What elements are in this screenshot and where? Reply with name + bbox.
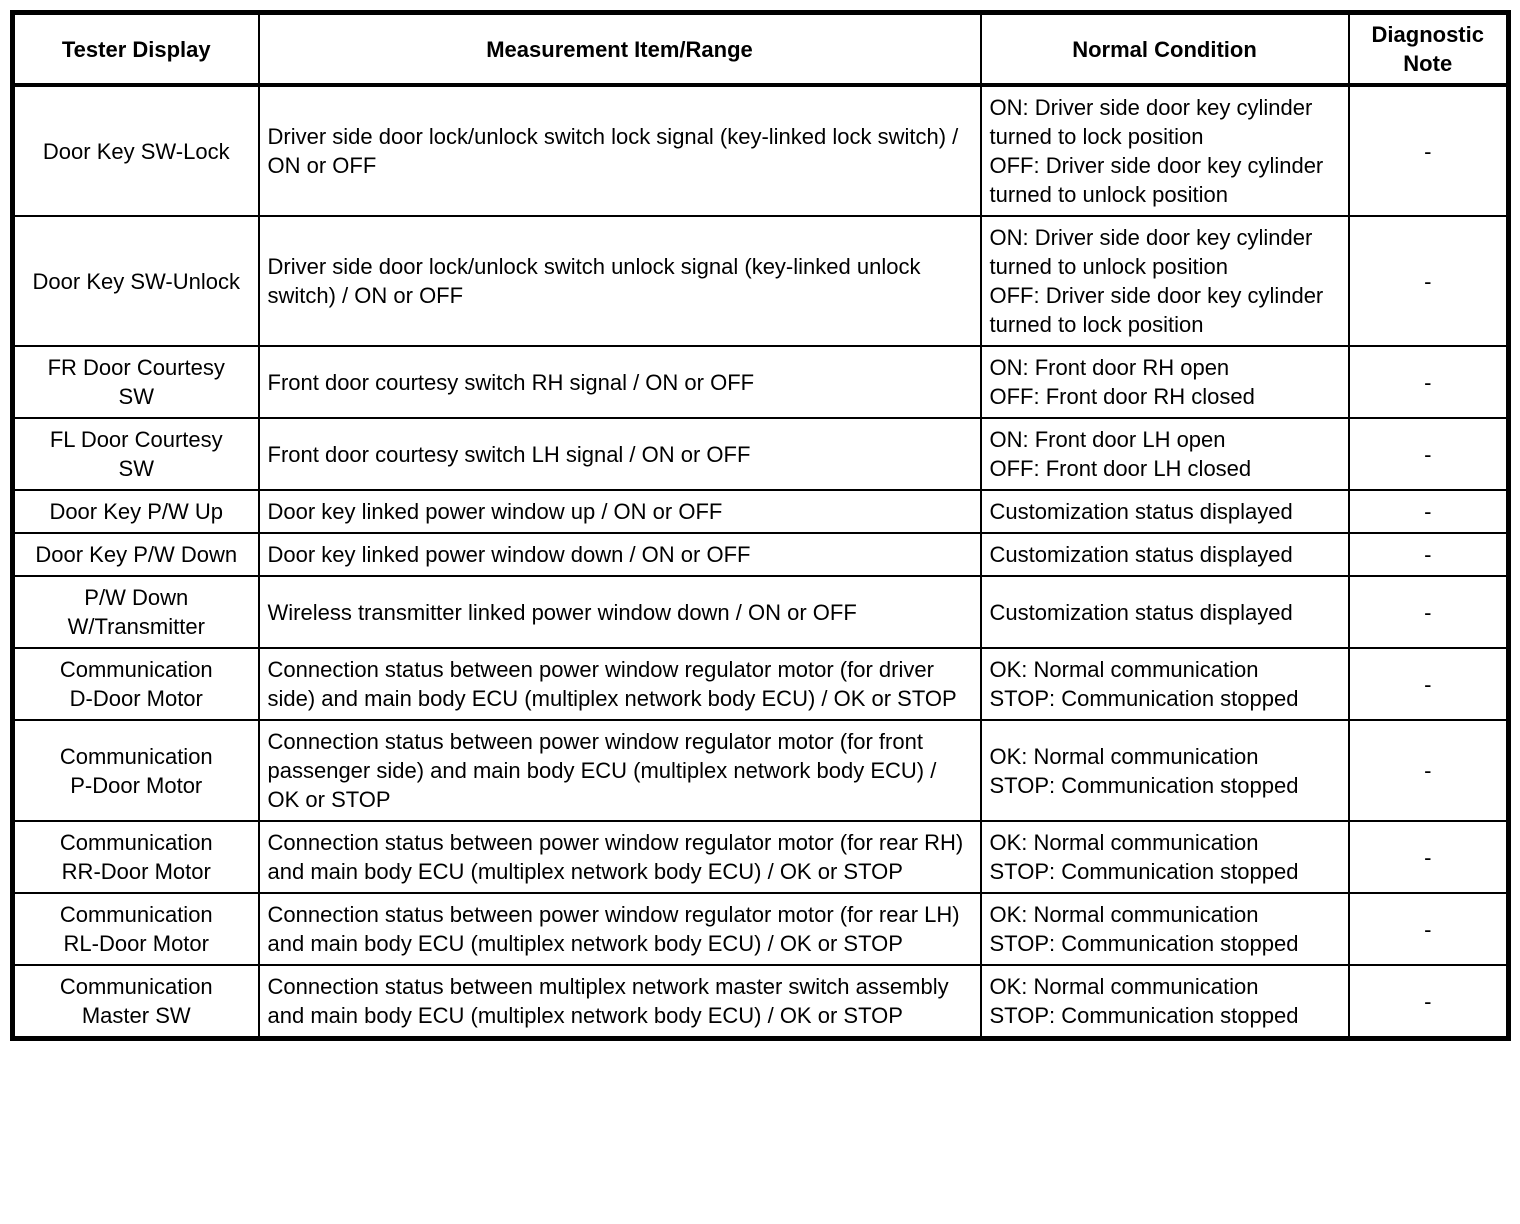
diagnostic-note-cell: -	[1347, 820, 1510, 894]
table-row: Communication RL-Door Motor Connection s…	[11, 892, 1510, 966]
normal-condition-cell: OK: Normal communication STOP: Communica…	[979, 820, 1350, 894]
diagnostic-note-cell: -	[1347, 532, 1510, 577]
measurement-cell: Driver side door lock/unlock switch unlo…	[257, 215, 982, 347]
tester-display-cell: Communication D-Door Motor	[11, 647, 260, 721]
tester-display-cell: P/W Down W/Transmitter	[11, 575, 260, 649]
diagnostic-note-cell: -	[1347, 575, 1510, 649]
tester-display-cell: FR Door Courtesy SW	[11, 345, 260, 419]
normal-condition-cell: Customization status displayed	[979, 532, 1350, 577]
table-row: Communication RR-Door Motor Connection s…	[11, 820, 1510, 894]
normal-condition-cell: ON: Front door RH open OFF: Front door R…	[979, 345, 1350, 419]
measurement-cell: Wireless transmitter linked power window…	[257, 575, 982, 649]
column-header-tester-display: Tester Display	[11, 11, 260, 87]
measurement-cell: Door key linked power window up / ON or …	[257, 489, 982, 534]
tester-display-cell: Communication RR-Door Motor	[11, 820, 260, 894]
diagnostic-note-cell: -	[1347, 215, 1510, 347]
diagnostic-note-cell: -	[1347, 892, 1510, 966]
tester-display-cell: Door Key P/W Down	[11, 532, 260, 577]
table-row: Communication P-Door Motor Connection st…	[11, 719, 1510, 822]
measurement-cell: Front door courtesy switch LH signal / O…	[257, 417, 982, 491]
normal-condition-cell: OK: Normal communication STOP: Communica…	[979, 719, 1350, 822]
measurement-cell: Connection status between power window r…	[257, 647, 982, 721]
table-row: Communication D-Door Motor Connection st…	[11, 647, 1510, 721]
tester-display-cell: Communication RL-Door Motor	[11, 892, 260, 966]
header-row: Tester Display Measurement Item/Range No…	[11, 11, 1510, 87]
column-header-normal-condition: Normal Condition	[979, 11, 1350, 87]
diagnostic-note-cell: -	[1347, 964, 1510, 1040]
table-row: Communication Master SW Connection statu…	[11, 964, 1510, 1040]
table-row: Door Key SW-Unlock Driver side door lock…	[11, 215, 1510, 347]
normal-condition-cell: OK: Normal communication STOP: Communica…	[979, 647, 1350, 721]
table-header-row: Tester Display Measurement Item/Range No…	[11, 11, 1510, 87]
column-header-measurement-item-range: Measurement Item/Range	[257, 11, 982, 87]
tester-display-cell: Communication P-Door Motor	[11, 719, 260, 822]
tester-display-cell: Communication Master SW	[11, 964, 260, 1040]
measurement-cell: Door key linked power window down / ON o…	[257, 532, 982, 577]
diagnostic-note-cell: -	[1347, 489, 1510, 534]
table-row: FL Door Courtesy SW Front door courtesy …	[11, 417, 1510, 491]
diagnostic-note-cell: -	[1347, 84, 1510, 217]
column-header-diagnostic-note: Diagnostic Note	[1347, 11, 1510, 87]
normal-condition-cell: Customization status displayed	[979, 575, 1350, 649]
diagnostic-note-cell: -	[1347, 647, 1510, 721]
normal-condition-cell: ON: Driver side door key cylinder turned…	[979, 84, 1350, 217]
table-row: Door Key P/W Up Door key linked power wi…	[11, 489, 1510, 534]
table-row: Door Key P/W Down Door key linked power …	[11, 532, 1510, 577]
normal-condition-cell: OK: Normal communication STOP: Communica…	[979, 892, 1350, 966]
diagnostic-note-cell: -	[1347, 345, 1510, 419]
tester-display-cell: Door Key P/W Up	[11, 489, 260, 534]
diagnostic-note-cell: -	[1347, 417, 1510, 491]
measurement-cell: Connection status between power window r…	[257, 719, 982, 822]
measurement-cell: Connection status between power window r…	[257, 892, 982, 966]
tester-display-cell: Door Key SW-Lock	[11, 84, 260, 217]
normal-condition-cell: ON: Front door LH open OFF: Front door L…	[979, 417, 1350, 491]
table-row: Door Key SW-Lock Driver side door lock/u…	[11, 84, 1510, 217]
tester-display-cell: FL Door Courtesy SW	[11, 417, 260, 491]
table-body: Door Key SW-Lock Driver side door lock/u…	[11, 84, 1510, 1040]
normal-condition-cell: Customization status displayed	[979, 489, 1350, 534]
normal-condition-cell: ON: Driver side door key cylinder turned…	[979, 215, 1350, 347]
diagnostic-table: Tester Display Measurement Item/Range No…	[10, 10, 1511, 1041]
normal-condition-cell: OK: Normal communication STOP: Communica…	[979, 964, 1350, 1040]
table-row: FR Door Courtesy SW Front door courtesy …	[11, 345, 1510, 419]
table-row: P/W Down W/Transmitter Wireless transmit…	[11, 575, 1510, 649]
measurement-cell: Driver side door lock/unlock switch lock…	[257, 84, 982, 217]
tester-display-cell: Door Key SW-Unlock	[11, 215, 260, 347]
measurement-cell: Connection status between power window r…	[257, 820, 982, 894]
diagnostic-note-cell: -	[1347, 719, 1510, 822]
measurement-cell: Connection status between multiplex netw…	[257, 964, 982, 1040]
measurement-cell: Front door courtesy switch RH signal / O…	[257, 345, 982, 419]
